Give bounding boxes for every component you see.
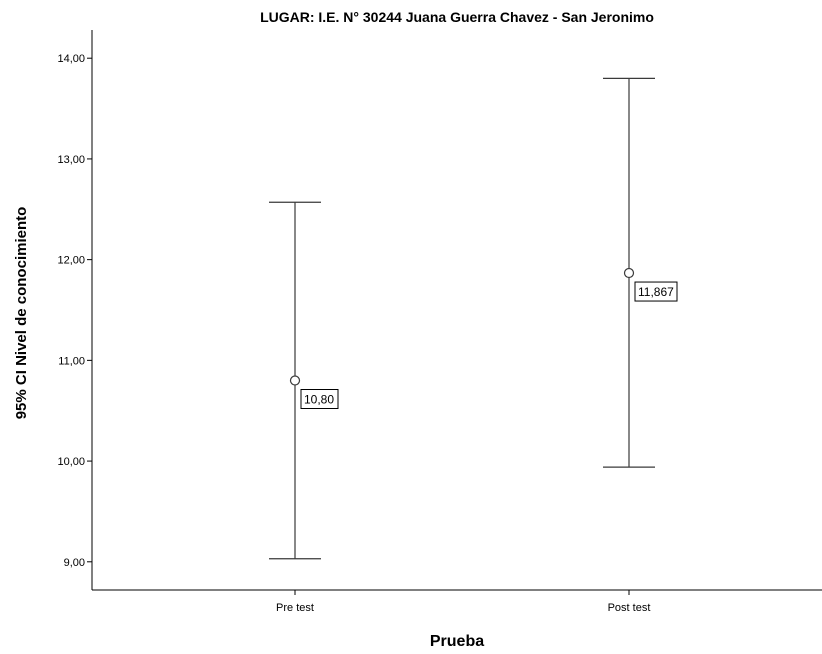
plot-axes: 9,00 10,00 11,00 12,00 13,00 14,00 Pre test Pos… — [57, 30, 822, 614]
data-label-box — [634, 281, 678, 302]
x-tick-label: Pre test — [276, 602, 314, 614]
mean-data-label: 11,867 — [634, 281, 678, 302]
y-tick-label: 9,00 — [64, 557, 85, 569]
mean-data-label: 10,80 — [300, 389, 339, 410]
mean-point — [623, 267, 635, 279]
chart-title: LUGAR: I.E. N° 30244 Juana Guerra Chavez… — [260, 9, 654, 25]
y-tick-label: 14,00 — [57, 53, 85, 65]
y-tick-label: 10,00 — [57, 456, 85, 468]
data-label-text: 11,867 — [638, 285, 674, 299]
mean-point — [289, 375, 301, 386]
data-label-box — [300, 389, 339, 410]
x-axis-title: Prueba — [430, 633, 484, 650]
y-axis-title: 95% CI Nivel de conocimiento — [13, 207, 30, 420]
data-label-text: 10,80 — [304, 393, 334, 407]
y-tick-label: 13,00 — [57, 154, 85, 166]
y-tick-label: 12,00 — [57, 255, 85, 267]
plot-marks: 10,80 11,867 — [269, 77, 678, 560]
y-tick-label: 11,00 — [58, 355, 85, 367]
x-tick-label: Post test — [608, 602, 651, 614]
